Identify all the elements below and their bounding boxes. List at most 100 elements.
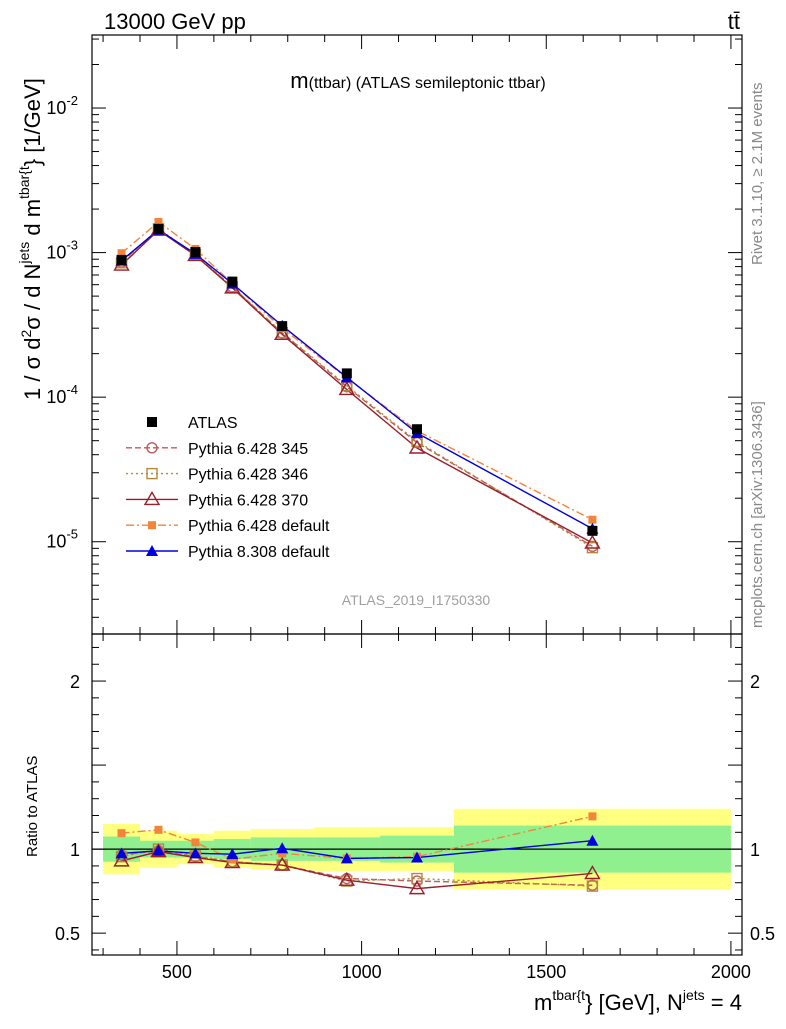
main-point-atlas-4 <box>277 321 288 332</box>
y-tick-exp-1: -4 <box>66 382 78 397</box>
x-axis-title: mtbar{t} [GeV], Njets = 4 <box>534 987 742 1015</box>
main-line-p6def <box>121 221 593 521</box>
main-point-p370-6 <box>408 439 426 454</box>
main-point-p370-5 <box>338 381 356 396</box>
xtitle-part3: = 4 <box>705 990 742 1015</box>
ratio-point-p370-0 <box>113 852 130 867</box>
ratio-point-p6def-3 <box>228 855 237 864</box>
legend-label-p8def: Pythia 8.308 default <box>188 544 330 561</box>
legend-label-atlas: ATLAS <box>188 415 238 432</box>
x-tick-label-500: 500 <box>162 962 192 982</box>
y-tick-label-main-3: 10-2 <box>46 93 78 118</box>
x-tick-label-1500: 1500 <box>526 962 566 982</box>
header-right-title: tt̄ <box>728 9 740 34</box>
plot-title-m: m <box>290 68 308 93</box>
ytitle-sup-jets: jets <box>16 242 32 265</box>
x-tick-label-2000: 2000 <box>711 962 751 982</box>
ratio-point-p370-1 <box>150 843 167 858</box>
main-panel-series <box>113 217 601 554</box>
legend-label-p345: Pythia 6.428 345 <box>188 441 308 458</box>
ratio-tick-label-left-1: 1 <box>70 840 80 860</box>
y-tick-label-main-1: 10-4 <box>46 382 78 407</box>
main-line-p346 <box>121 227 593 549</box>
legend-marker-p345 <box>146 442 158 454</box>
main-point-atlas-3 <box>227 276 238 287</box>
analysis-label: ATLAS_2019_I1750330 <box>342 592 491 608</box>
ratio-point-p8def-1 <box>152 844 165 856</box>
header-left-title: 13000 GeV pp <box>104 9 246 34</box>
rivet-label: Rivet 3.1.10, ≥ 2.1M events <box>749 83 766 266</box>
ytitle-sup-tbar: tbar{t <box>16 166 32 199</box>
ratio-point-p370-4 <box>273 856 291 871</box>
ratio-tick-label-right-0: 0.5 <box>750 924 775 944</box>
xtitle-part1: m <box>534 990 552 1015</box>
ratio-point-p8def-2 <box>189 847 202 859</box>
ratio-point-p346-7 <box>586 880 599 892</box>
plot-title: m(ttbar) (ATLAS semileptonic ttbar) <box>290 68 545 93</box>
y-tick-label-main-2: 10-3 <box>46 238 78 263</box>
legend-marker-atlas <box>147 417 157 427</box>
ytitle-part2: σ / d N <box>20 264 45 330</box>
ratio-tick-label-right-1: 1 <box>750 840 760 860</box>
legend: ATLAS Pythia 6.428 345 Pythia 6.428 346 Pyt… <box>126 415 330 561</box>
ratio-uncertainty-bands <box>92 808 742 890</box>
xtitle-sup-jets: jets <box>682 987 705 1003</box>
ytitle-part1: 1 / σ d <box>20 338 45 401</box>
main-point-p6def-0 <box>117 249 126 258</box>
main-point-atlas-5 <box>341 368 352 379</box>
ratio-point-p6def-2 <box>191 838 200 847</box>
ratio-frame <box>91 633 743 956</box>
ratio-point-p6def-4 <box>278 849 287 858</box>
legend-label-p6def: Pythia 6.428 default <box>188 518 330 535</box>
ratio-point-p8def-0 <box>115 847 128 859</box>
main-point-p6def-7 <box>588 515 597 524</box>
main-point-p370-4 <box>273 325 291 341</box>
y-tick-base-1: 10 <box>46 387 66 407</box>
plot-title-paren: (ttbar) <box>309 75 352 92</box>
y-tick-exp-0: -5 <box>66 527 78 542</box>
main-point-atlas-1 <box>153 223 164 234</box>
ytitle-part3: d m <box>20 199 45 242</box>
ratio-line-p8def <box>121 840 593 860</box>
main-point-p6def-1 <box>154 217 163 226</box>
ratio-point-p8def-6 <box>411 851 423 863</box>
ratio-point-p8def-3 <box>226 848 239 860</box>
main-point-p370-7 <box>584 534 601 549</box>
main-y-axis-title: 1 / σ d2σ / d Njets d mtbar{t} [1/GeV] <box>16 78 45 400</box>
y-tick-base-2: 10 <box>46 243 66 263</box>
ratio-point-p8def-4 <box>276 842 289 854</box>
legend-marker-p346 <box>146 467 158 480</box>
plot-title-rest: (ATLAS semileptonic ttbar) <box>351 75 545 92</box>
legend-label-p346: Pythia 6.428 346 <box>188 467 308 484</box>
y-tick-label-main-0: 10-5 <box>46 527 78 552</box>
ratio-point-p8def-5 <box>340 852 353 864</box>
ratio-point-p346-6 <box>411 872 423 885</box>
legend-marker-p8def <box>146 545 158 556</box>
ratio-point-p8def-7 <box>586 834 599 846</box>
ytitle-sup-2: 2 <box>18 330 34 338</box>
main-point-atlas-6 <box>412 424 422 435</box>
ratio-panel-series <box>113 812 601 895</box>
ratio-point-p370-5 <box>338 871 356 886</box>
ratio-tick-label-right-2: 2 <box>750 672 760 692</box>
ratio-point-p6def-1 <box>154 825 163 834</box>
ratio-tick-label-left-0: 0.5 <box>55 924 80 944</box>
main-point-atlas-0 <box>116 254 127 265</box>
ratio-point-p370-7 <box>584 865 601 880</box>
x-tick-label-1000: 1000 <box>342 962 382 982</box>
ratio-y-axis-title: Ratio to ATLAS <box>24 756 41 857</box>
ratio-line-p6def <box>121 815 593 860</box>
xtitle-sup-tbar: tbar{t <box>552 987 585 1003</box>
legend-marker-p6def <box>148 521 156 530</box>
y-tick-exp-2: -3 <box>66 238 78 253</box>
legend-label-p370: Pythia 6.428 370 <box>188 492 308 509</box>
ratio-point-p370-6 <box>408 880 426 895</box>
ytitle-part4: } [1/GeV] <box>20 78 45 166</box>
xtitle-part2: } [GeV], N <box>585 990 683 1015</box>
mcplots-label: mcplots.cern.ch [arXiv:1306.3436] <box>749 401 766 628</box>
main-point-atlas-2 <box>190 246 201 257</box>
y-tick-base-0: 10 <box>46 532 66 552</box>
y-tick-exp-3: -2 <box>66 93 78 108</box>
